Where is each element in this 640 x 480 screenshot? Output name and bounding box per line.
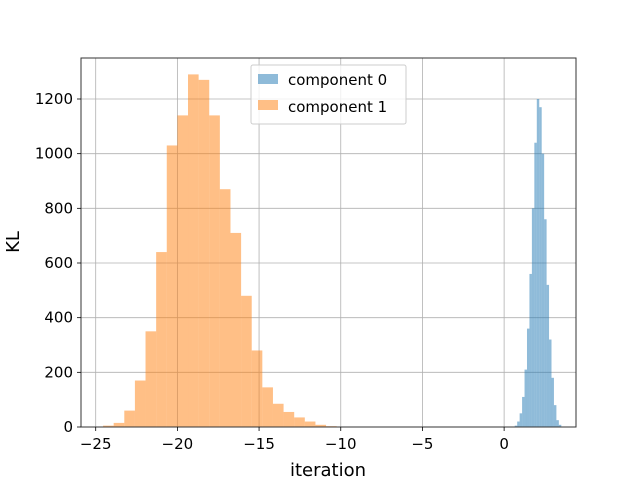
histogram-bar-series-1 (124, 410, 135, 427)
histogram-bar-series-0 (531, 208, 535, 427)
histogram-bar-series-0 (526, 328, 530, 427)
plot-frame (80, 57, 577, 428)
histogram-bar-series-1 (304, 421, 316, 427)
histogram-bar-series-0 (522, 396, 525, 427)
histogram-bar-series-1 (177, 115, 189, 428)
histogram-bar-series-0 (529, 273, 532, 427)
y-tick-label: 400 (44, 309, 73, 327)
legend-swatch-component-0 (258, 74, 278, 84)
histogram-bar-series-0 (517, 421, 520, 427)
histogram-bar-series-1 (198, 79, 210, 427)
histogram-bar-series-1 (315, 424, 327, 427)
y-axis-ticks: 0 200 400 600 800 1000 1200 (35, 90, 81, 436)
histogram-bar-series-0 (514, 425, 518, 427)
x-axis-label: iteration (290, 460, 366, 480)
x-tick-label: 0 (499, 435, 509, 453)
histogram-bar-series-0 (553, 405, 557, 427)
histogram-bar-series-0 (539, 107, 542, 427)
x-tick-label: −15 (243, 435, 275, 453)
x-tick-label: −25 (80, 435, 112, 453)
histogram-bar-series-1 (113, 422, 125, 427)
histogram-bar-series-1 (251, 350, 263, 427)
legend-box (250, 64, 407, 125)
histogram-bar-series-1 (241, 295, 252, 427)
legend-label-component-0: component 0 (288, 71, 387, 89)
histogram-bar-series-0 (558, 424, 562, 427)
y-tick-label: 1000 (35, 145, 73, 163)
histogram-bar-series-1 (283, 411, 295, 427)
y-tick-label: 1200 (35, 90, 73, 108)
legend-label-component-1: component 1 (288, 98, 387, 116)
y-tick-label: 200 (44, 363, 73, 381)
x-tick-label: −10 (325, 435, 357, 453)
histogram-bar-series-1 (294, 417, 305, 427)
histogram-bar-series-1 (209, 115, 220, 428)
x-tick-label: −5 (411, 435, 433, 453)
histogram-bar-series-1 (156, 252, 167, 427)
histogram-bar-series-0 (534, 142, 537, 427)
y-tick-label: 600 (44, 254, 73, 272)
x-tick-label: −20 (162, 435, 194, 453)
histogram-bar-series-1 (103, 425, 114, 427)
histogram-bar-series-0 (536, 99, 540, 427)
x-axis-ticks: −25 −20 −15 −10 −5 0 (80, 427, 509, 453)
histogram-bar-series-0 (549, 339, 552, 427)
histogram-bar-series-0 (519, 413, 523, 427)
histogram-bar-series-1 (230, 232, 242, 427)
y-tick-label: 800 (44, 199, 73, 217)
histogram-bar-series-1 (262, 387, 273, 427)
histogram-bar-series-0 (551, 377, 554, 427)
histogram-bar-series-1 (145, 331, 157, 427)
histogram-bars (103, 74, 562, 428)
histogram-bar-series-1 (166, 145, 178, 427)
histogram-bar-series-0 (541, 153, 545, 427)
y-axis-label: KL (3, 231, 24, 253)
histogram-bar-series-1 (188, 74, 199, 428)
histogram-bar-series-1 (134, 380, 146, 427)
histogram-bar-series-0 (556, 420, 559, 427)
histogram-bar-series-0 (544, 219, 547, 427)
y-tick-label: 0 (63, 418, 73, 436)
histogram-bar-series-0 (524, 369, 527, 427)
histogram-bar-series-1 (219, 189, 231, 427)
histogram-bar-series-0 (546, 284, 550, 427)
legend-swatch-component-1 (258, 100, 278, 110)
histogram-bar-series-1 (272, 403, 284, 427)
legend: component 0 component 1 (250, 64, 407, 125)
